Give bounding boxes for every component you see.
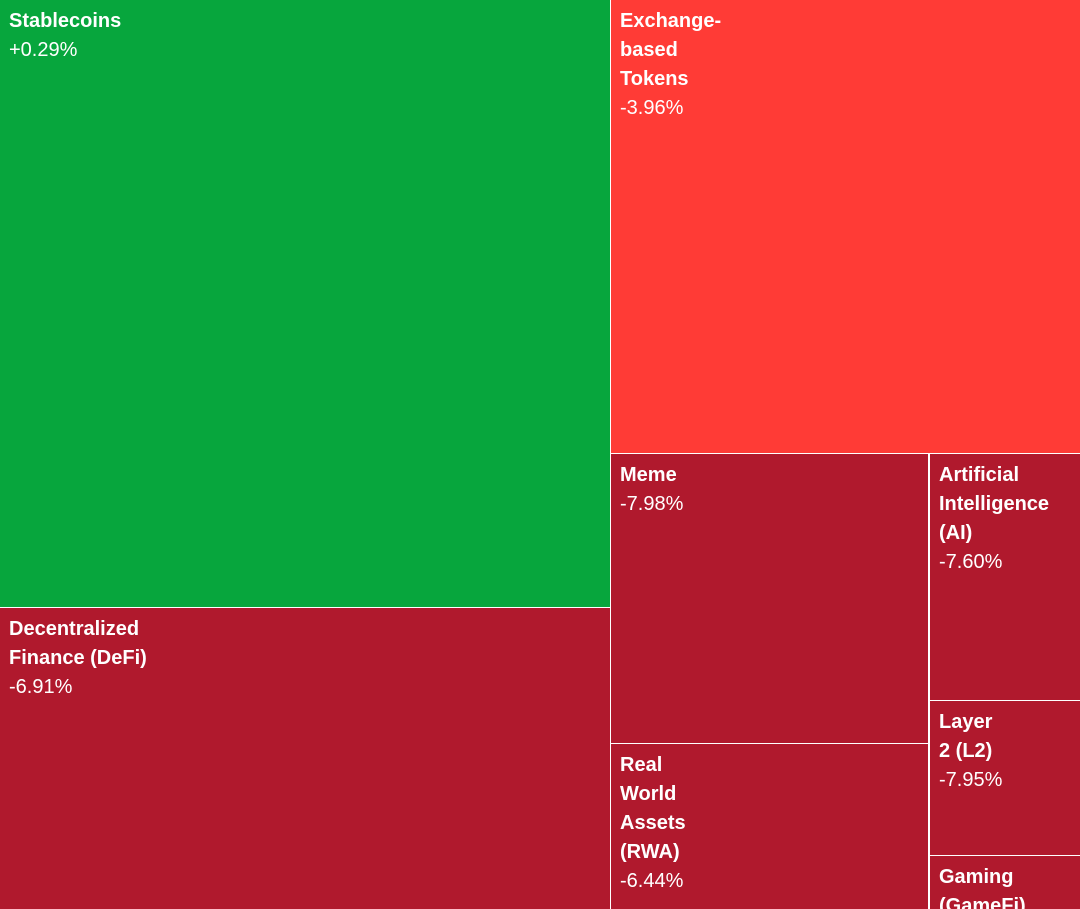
tile-change: +0.29% bbox=[9, 39, 78, 61]
tile-label: Decentralized Finance (DeFi) bbox=[9, 618, 147, 669]
tile[interactable]: Stablecoins +0.29% bbox=[0, 0, 610, 607]
tile[interactable]: Artificial Intelligence (AI) -7.60% bbox=[930, 454, 1080, 700]
tile-label: Exchange-based Tokens bbox=[620, 10, 722, 90]
tile-label: Stablecoins bbox=[9, 10, 122, 32]
tile-change: -6.44% bbox=[620, 870, 684, 892]
tile-change: -7.98% bbox=[620, 493, 684, 515]
tile-label: Real World Assets (RWA) bbox=[620, 754, 686, 863]
tile-label: Meme bbox=[620, 464, 677, 486]
tile-label: Artificial Intelligence (AI) bbox=[939, 464, 1050, 544]
tile-change: -7.95% bbox=[939, 769, 1003, 791]
tile-change: -6.91% bbox=[9, 676, 73, 698]
tile-label: Gaming (GameFi) bbox=[939, 866, 1026, 909]
tile-change: -7.60% bbox=[939, 551, 1003, 573]
tile[interactable]: Meme -7.98% bbox=[611, 454, 928, 743]
tile[interactable]: Exchange-based Tokens -3.96% bbox=[611, 0, 1080, 453]
tile[interactable]: Decentralized Finance (DeFi) -6.91% bbox=[0, 608, 610, 909]
tile[interactable]: Layer 2 (L2) -7.95% bbox=[930, 701, 1080, 855]
tile[interactable]: Gaming (GameFi) bbox=[930, 856, 1080, 909]
tile-change: -3.96% bbox=[620, 97, 684, 119]
tile-label: Layer 2 (L2) bbox=[939, 711, 993, 762]
tile[interactable]: Real World Assets (RWA) -6.44% bbox=[611, 744, 928, 909]
